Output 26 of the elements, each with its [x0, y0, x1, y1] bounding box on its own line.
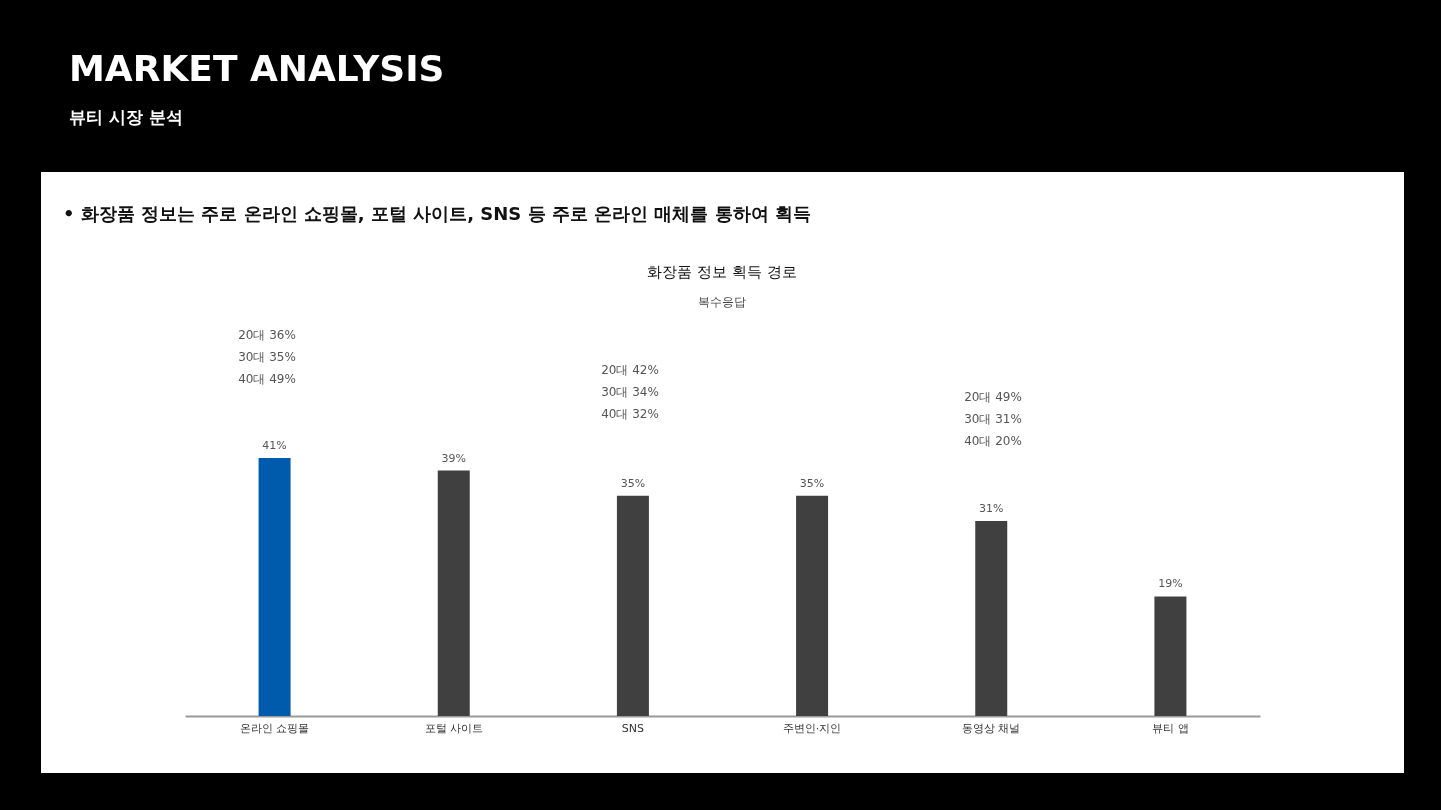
x-tick-label: 동영상 채널 [962, 721, 1021, 735]
bar [1154, 596, 1187, 716]
text: 20대 36% 30대 35% 40대 49% [238, 328, 296, 386]
x-tick-label: 포털 사이트 [424, 721, 483, 735]
text: 뷰티 시장 분석 [69, 107, 183, 127]
data-label: 19% [1158, 577, 1183, 591]
chart-subtitle: 복수응답 [698, 295, 746, 309]
bar [975, 520, 1008, 716]
chart-title: 화장품 정보 획득 경로 [647, 263, 797, 281]
data-label: 31% [979, 501, 1004, 515]
bar [796, 495, 829, 716]
text: 20대 49% 30대 31% 40대 20% [964, 390, 1022, 448]
x-tick-label: 온라인 쇼핑몰 [239, 721, 310, 735]
text: 20대 42% 30대 34% 40대 32% [601, 363, 659, 421]
x-tick-label: SNS [621, 721, 645, 735]
text: • 화장품 정보는 주로 온라인 쇼핑몰, 포털 사이트, SNS 등 주로 온라인 매체를 통하여 획득 [63, 203, 811, 224]
text: MARKET ANALYSIS [69, 48, 445, 89]
x-tick-label: 주변인·지인 [782, 721, 842, 735]
bar [258, 458, 291, 716]
data-label: 35% [799, 476, 825, 490]
data-label: 35% [620, 476, 646, 490]
bar [616, 495, 649, 716]
data-label: 39% [441, 451, 466, 465]
bar [437, 470, 470, 716]
x-tick-label: 뷰티 앱 [1152, 721, 1189, 735]
data-label: 41% [262, 439, 287, 452]
